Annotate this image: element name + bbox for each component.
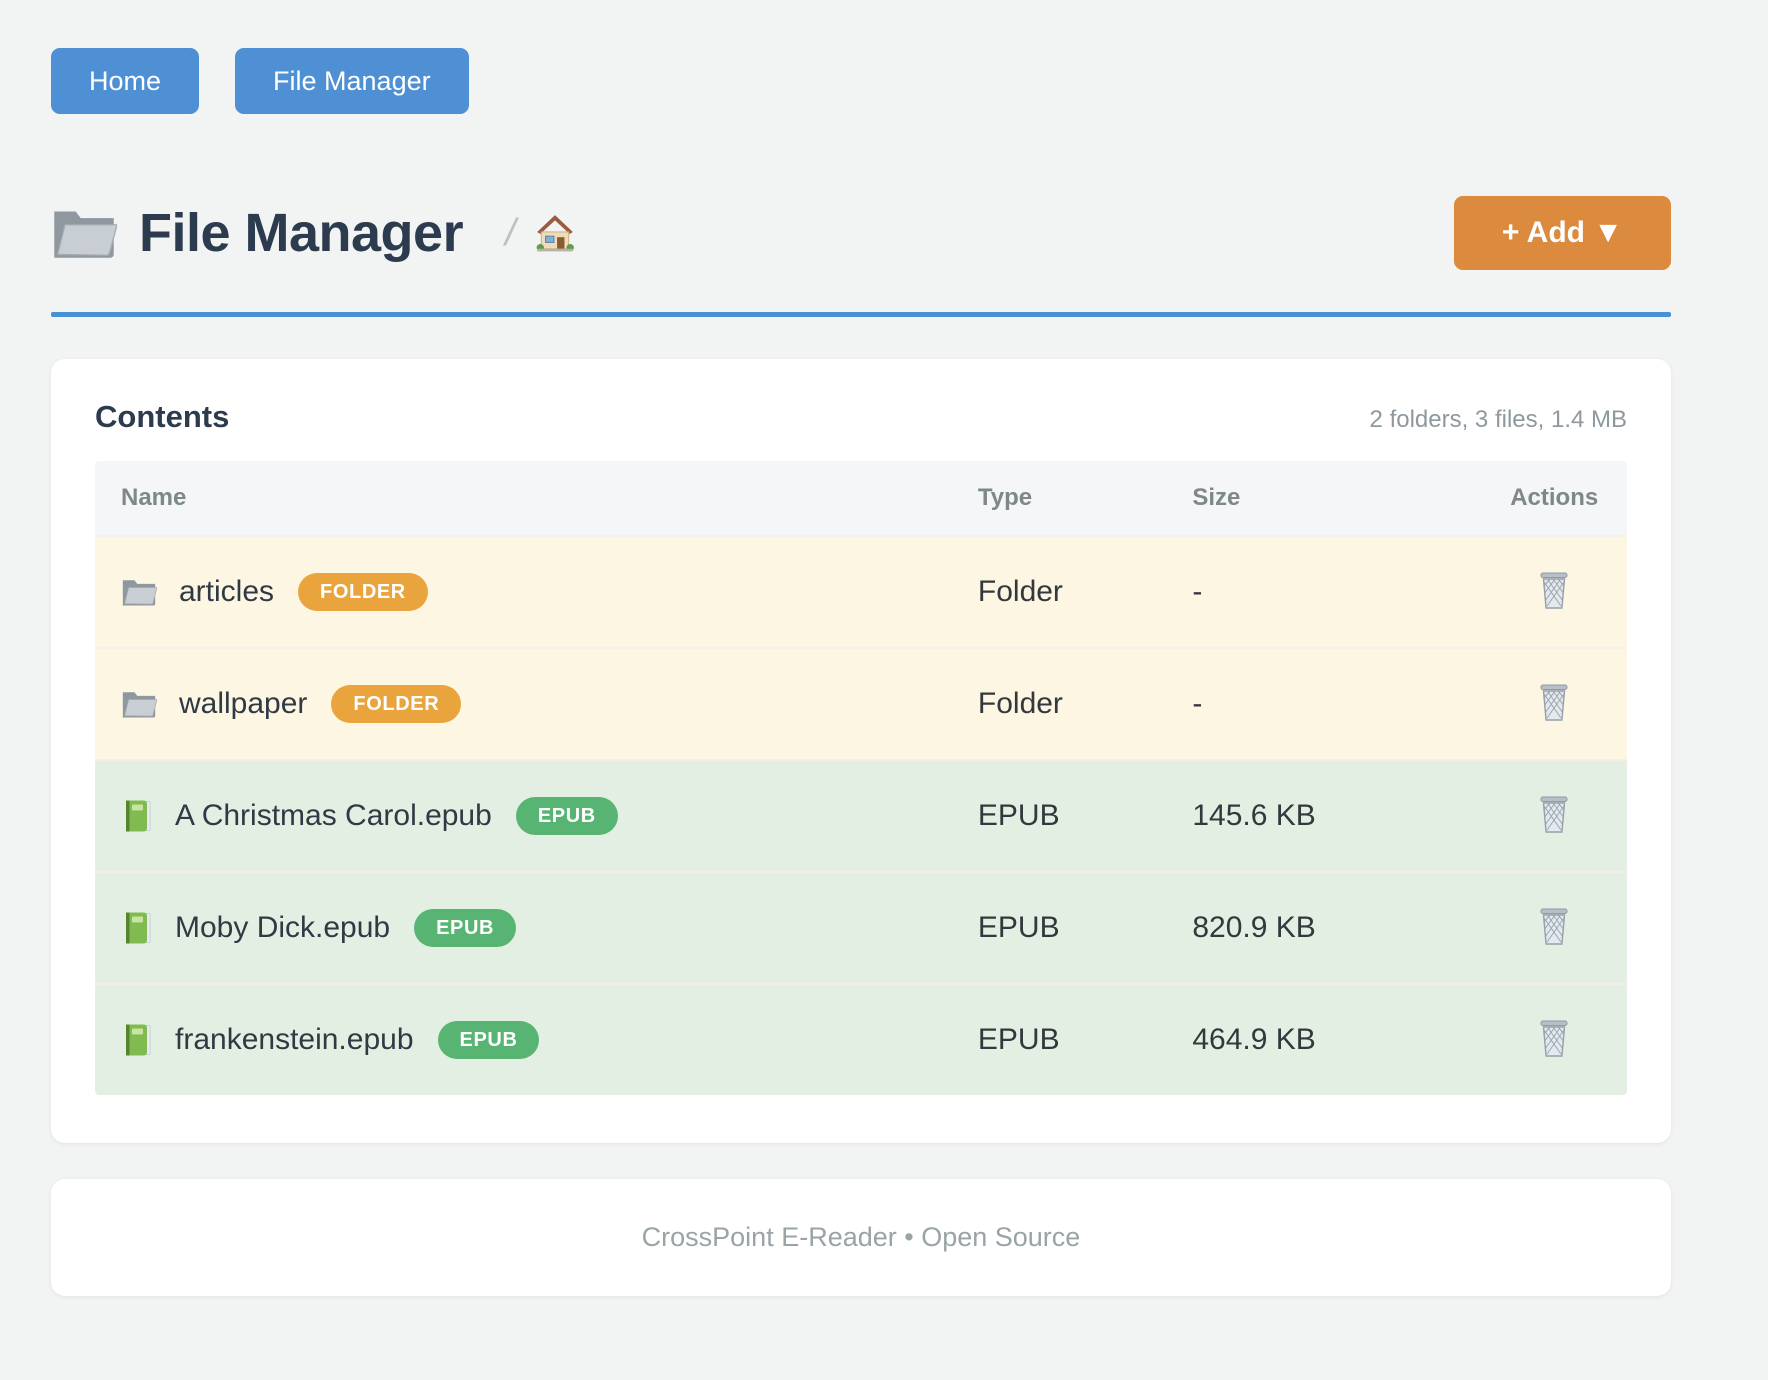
type-cell: Folder [977,575,1063,609]
nav-file-manager-button[interactable]: File Manager [235,48,469,115]
size-cell: 464.9 KB [1192,1023,1316,1057]
wastebasket-icon [1540,572,1568,610]
delete-button[interactable] [1530,1014,1578,1065]
green-book-icon [121,1023,153,1057]
delete-button[interactable] [1530,790,1578,841]
type-badge: FOLDER [331,685,462,724]
contents-summary: 2 folders, 3 files, 1.4 MB [1369,406,1627,434]
green-book-icon [121,911,153,945]
header-divider [51,312,1671,318]
wastebasket-icon [1540,796,1568,834]
type-cell: EPUB [977,911,1060,945]
table-row: articles FOLDER Folder - [95,535,1627,648]
delete-button[interactable] [1530,566,1578,617]
table-header-row: Name Type Size Actions [95,461,1627,536]
breadcrumb-separator: / [505,211,516,254]
table-row: frankenstein.epub EPUB EPUB 464.9 KB [95,983,1627,1096]
file-name-link[interactable]: articles [179,575,275,609]
column-header-name: Name [121,484,187,512]
file-table: Name Type Size Actions articles FOLDER [95,461,1627,1096]
page-title: File Manager [139,203,464,264]
wastebasket-icon [1540,1020,1568,1058]
wastebasket-icon [1540,684,1568,722]
nav-home-button[interactable]: Home [51,48,200,115]
column-header-type: Type [977,484,1033,512]
contents-card: Contents 2 folders, 3 files, 1.4 MB Name… [51,359,1671,1144]
folder-icon [121,577,157,607]
file-name-link[interactable]: frankenstein.epub [175,1023,414,1057]
add-button-label: + Add ▼ [1501,216,1623,250]
type-cell: EPUB [977,799,1060,833]
folder-icon [121,689,157,719]
table-row: wallpaper FOLDER Folder - [95,647,1627,760]
type-badge: EPUB [414,909,517,948]
type-cell: Folder [977,687,1063,721]
green-book-icon [121,799,153,833]
file-name-link[interactable]: A Christmas Carol.epub [175,799,492,833]
page: Home File Manager File Manager / [51,48,1671,1297]
column-header-size: Size [1192,484,1241,512]
table-row: A Christmas Carol.epub EPUB EPUB 145.6 K… [95,759,1627,872]
table-row: Moby Dick.epub EPUB EPUB 820.9 KB [95,871,1627,984]
size-cell: - [1192,575,1203,609]
size-cell: 145.6 KB [1192,799,1316,833]
card-title: Contents [95,399,230,435]
size-cell: 820.9 KB [1192,911,1316,945]
file-name-link[interactable]: Moby Dick.epub [175,911,391,945]
type-badge: EPUB [437,1021,540,1060]
folder-icon [51,206,117,260]
top-nav: Home File Manager [51,48,1671,115]
delete-button[interactable] [1530,902,1578,953]
wastebasket-icon [1540,908,1568,946]
size-cell: - [1192,687,1203,721]
add-button[interactable]: + Add ▼ [1453,196,1671,271]
type-badge: EPUB [515,797,618,836]
type-cell: EPUB [977,1023,1060,1057]
footer-text: CrossPoint E-Reader • Open Source [641,1222,1081,1253]
delete-button[interactable] [1530,678,1578,729]
file-name-link[interactable]: wallpaper [179,687,308,721]
house-icon[interactable] [534,212,576,254]
footer: CrossPoint E-Reader • Open Source [51,1179,1671,1297]
column-header-actions: Actions [1510,484,1599,512]
page-header: File Manager / + Add ▼ [51,196,1671,271]
type-badge: FOLDER [298,573,428,612]
